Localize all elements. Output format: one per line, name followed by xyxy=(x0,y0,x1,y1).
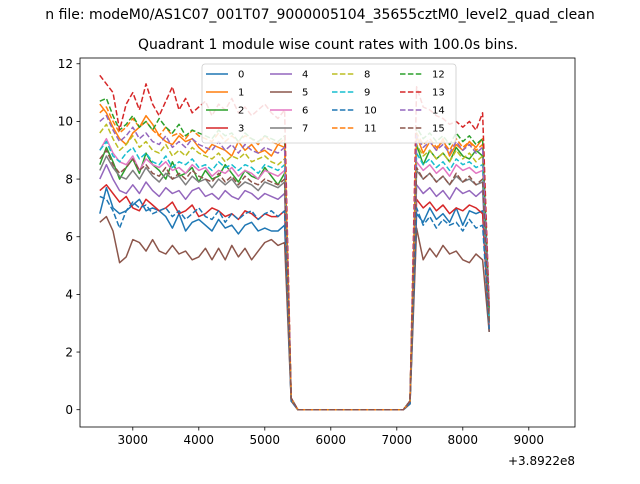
y-tick-label: 10 xyxy=(58,115,73,129)
legend-label-0: 0 xyxy=(238,70,244,81)
x-tick-label: 4000 xyxy=(184,433,215,447)
legend-label-1: 1 xyxy=(238,88,244,99)
legend-label-5: 5 xyxy=(302,88,308,99)
figure-suptitle: n file: modeM0/AS1C07_001T07_9000005104_… xyxy=(45,7,594,23)
legend-label-2: 2 xyxy=(238,106,244,117)
y-tick-label: 4 xyxy=(65,288,73,302)
chart-title: Quadrant 1 module wise count rates with … xyxy=(138,37,518,53)
x-axis-ticks: 3000 4000 5000 6000 7000 8000 9000 xyxy=(118,427,545,447)
legend-label-11: 11 xyxy=(364,124,377,135)
y-tick-label: 8 xyxy=(65,172,73,186)
legend-label-3: 3 xyxy=(238,124,244,135)
legend-label-13: 13 xyxy=(432,88,445,99)
x-tick-label: 5000 xyxy=(250,433,281,447)
legend-label-14: 14 xyxy=(432,106,445,117)
series-line-9 xyxy=(99,140,490,411)
y-tick-label: 2 xyxy=(65,345,73,359)
x-axis-offset-label: +3.8922e8 xyxy=(508,454,575,468)
legend-label-4: 4 xyxy=(302,70,308,81)
legend-label-8: 8 xyxy=(364,70,370,81)
legend-box xyxy=(201,63,457,144)
x-tick-label: 9000 xyxy=(514,433,545,447)
x-tick-label: 3000 xyxy=(118,433,149,447)
y-tick-label: 12 xyxy=(58,57,73,71)
legend-label-12: 12 xyxy=(432,70,445,81)
x-tick-label: 7000 xyxy=(382,433,413,447)
y-axis-ticks: 0 2 4 6 8 10 12 xyxy=(58,57,80,417)
legend-label-6: 6 xyxy=(302,106,308,117)
legend-label-7: 7 xyxy=(302,124,308,135)
legend-label-10: 10 xyxy=(364,106,377,117)
legend-label-9: 9 xyxy=(364,88,370,99)
axes-box xyxy=(79,57,576,428)
legend-label-15: 15 xyxy=(432,124,445,135)
x-tick-label: 8000 xyxy=(448,433,479,447)
y-tick-label: 0 xyxy=(65,403,73,417)
y-tick-label: 6 xyxy=(65,230,73,244)
axes-frame xyxy=(79,57,576,428)
series-line-15 xyxy=(99,149,490,411)
x-tick-label: 6000 xyxy=(316,433,347,447)
